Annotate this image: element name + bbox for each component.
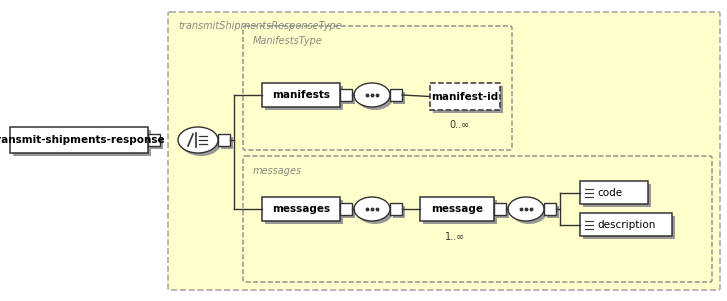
Bar: [583, 216, 675, 239]
Ellipse shape: [357, 86, 393, 110]
Bar: [547, 206, 559, 218]
Bar: [265, 200, 343, 224]
Bar: [390, 203, 402, 215]
Text: transmitShipmentsResponseType: transmitShipmentsResponseType: [178, 21, 342, 31]
Ellipse shape: [178, 127, 218, 153]
Text: transmit-shipments-response: transmit-shipments-response: [0, 135, 166, 145]
Bar: [580, 181, 648, 204]
Bar: [221, 137, 233, 149]
Bar: [430, 83, 500, 110]
Bar: [10, 127, 148, 153]
Ellipse shape: [181, 130, 221, 156]
Text: ManifestsType: ManifestsType: [253, 36, 323, 46]
Bar: [265, 86, 343, 110]
Bar: [151, 137, 163, 149]
Text: message: message: [431, 204, 483, 214]
Ellipse shape: [508, 197, 544, 221]
Ellipse shape: [511, 200, 547, 224]
Bar: [497, 206, 509, 218]
Bar: [262, 83, 340, 107]
Bar: [423, 200, 497, 224]
Bar: [218, 134, 230, 146]
Text: 1..∞: 1..∞: [445, 232, 465, 242]
Bar: [340, 203, 352, 215]
Bar: [262, 197, 340, 221]
Bar: [393, 206, 405, 218]
Bar: [340, 89, 352, 101]
FancyBboxPatch shape: [243, 26, 512, 150]
Text: manifest-id: manifest-id: [431, 92, 499, 101]
Bar: [583, 184, 651, 207]
Bar: [420, 197, 494, 221]
Text: messages: messages: [272, 204, 330, 214]
Text: code: code: [597, 188, 622, 197]
Text: messages: messages: [253, 166, 302, 176]
Bar: [13, 130, 151, 156]
Bar: [433, 86, 503, 113]
Bar: [494, 203, 506, 215]
Ellipse shape: [357, 200, 393, 224]
Ellipse shape: [354, 83, 390, 107]
Text: description: description: [597, 219, 655, 229]
Ellipse shape: [354, 197, 390, 221]
FancyBboxPatch shape: [243, 156, 712, 282]
Bar: [148, 134, 160, 146]
FancyBboxPatch shape: [168, 12, 720, 290]
Bar: [343, 206, 355, 218]
Bar: [580, 213, 672, 236]
Text: 0..∞: 0..∞: [450, 120, 470, 130]
Bar: [544, 203, 556, 215]
Bar: [393, 92, 405, 104]
Bar: [390, 89, 402, 101]
Text: manifests: manifests: [272, 90, 330, 100]
Bar: [343, 92, 355, 104]
